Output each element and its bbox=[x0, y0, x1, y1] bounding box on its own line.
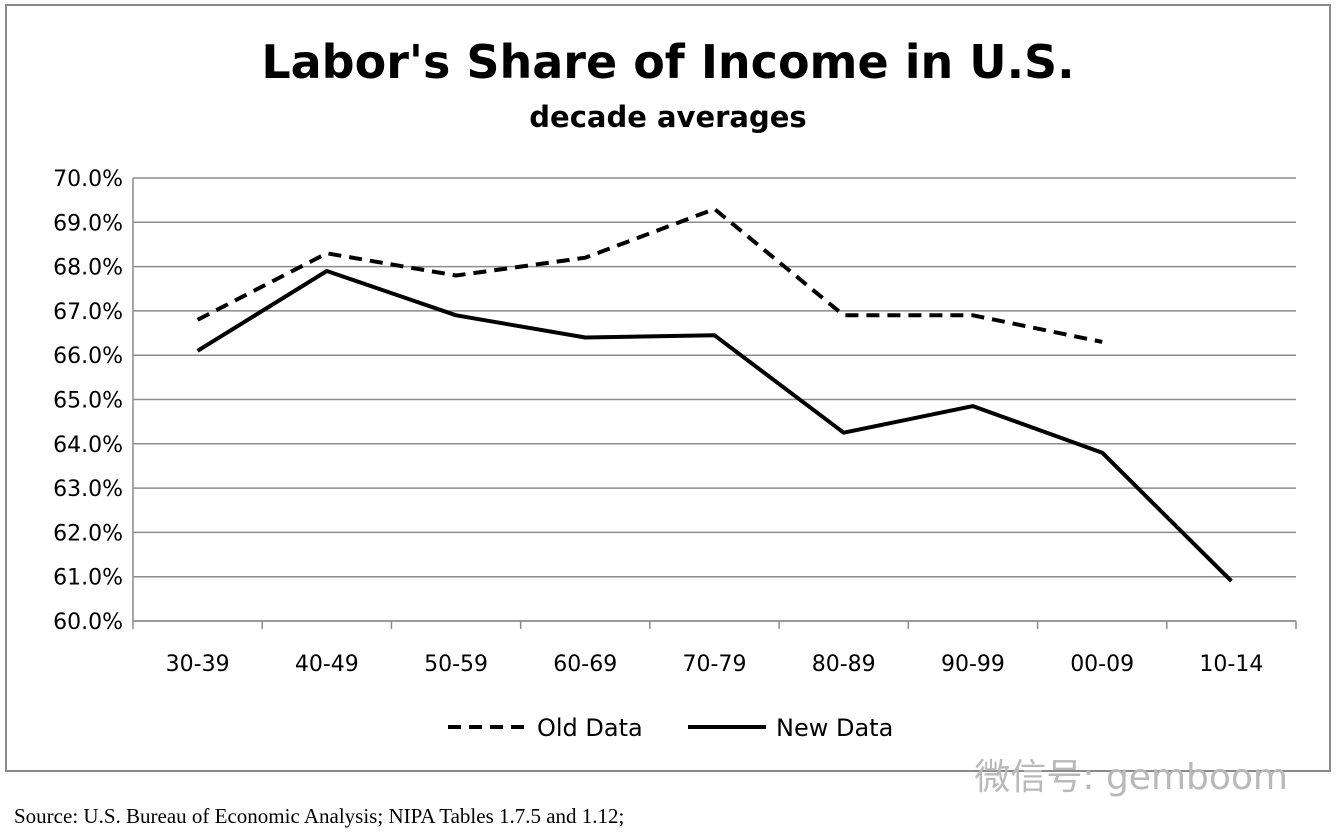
series bbox=[196, 207, 1233, 583]
x-tick-label: 60-69 bbox=[553, 652, 617, 677]
source-note: Source: U.S. Bureau of Economic Analysis… bbox=[14, 804, 625, 828]
chart-title: Labor's Share of Income in U.S. bbox=[261, 35, 1074, 89]
chart-subtitle: decade averages bbox=[529, 100, 806, 134]
x-tick-label: 00-09 bbox=[1070, 652, 1134, 677]
y-tick-label: 69.0% bbox=[53, 211, 123, 236]
series-line-old-data bbox=[196, 207, 1103, 344]
y-axis-ticks: 70.0% 69.0% 68.0% 67.0% 66.0% 65.0% 64.0% 63.0%… bbox=[53, 167, 123, 635]
y-tick-label: 70.0% bbox=[53, 167, 123, 192]
x-tick-label: 70-79 bbox=[683, 652, 747, 677]
y-tick-label: 64.0% bbox=[53, 433, 123, 458]
legend: Old Data New Data bbox=[448, 714, 893, 742]
x-tick-label: 10-14 bbox=[1199, 652, 1263, 677]
series-line-new-data bbox=[196, 269, 1233, 583]
x-tick-label: 80-89 bbox=[812, 652, 876, 677]
x-tick-label: 40-49 bbox=[295, 652, 359, 677]
chart: Labor's Share of Income in U.S. decade a… bbox=[53, 35, 1297, 742]
chart-frame bbox=[5, 4, 1331, 772]
y-tick-label: 66.0% bbox=[53, 344, 123, 369]
x-tick-label: 30-39 bbox=[166, 652, 230, 677]
y-tick-label: 68.0% bbox=[53, 256, 123, 281]
gridlines bbox=[133, 177, 1296, 622]
y-tick-label: 62.0% bbox=[53, 521, 123, 546]
y-tick-label: 61.0% bbox=[53, 566, 123, 591]
legend-label-new-data: New Data bbox=[776, 714, 893, 742]
watermark: 微信号: gemboom bbox=[974, 757, 1288, 798]
x-axis bbox=[132, 178, 1297, 629]
x-axis-ticks: 30-39 40-49 50-59 60-69 70-79 80-89 90-99 00-09… bbox=[166, 652, 1264, 677]
y-tick-label: 63.0% bbox=[53, 477, 123, 502]
legend-label-old-data: Old Data bbox=[537, 714, 643, 742]
x-tick-label: 50-59 bbox=[424, 652, 488, 677]
x-tick-label: 90-99 bbox=[941, 652, 1005, 677]
y-tick-label: 65.0% bbox=[53, 389, 123, 414]
y-tick-label: 60.0% bbox=[53, 610, 123, 635]
y-tick-label: 67.0% bbox=[53, 300, 123, 325]
